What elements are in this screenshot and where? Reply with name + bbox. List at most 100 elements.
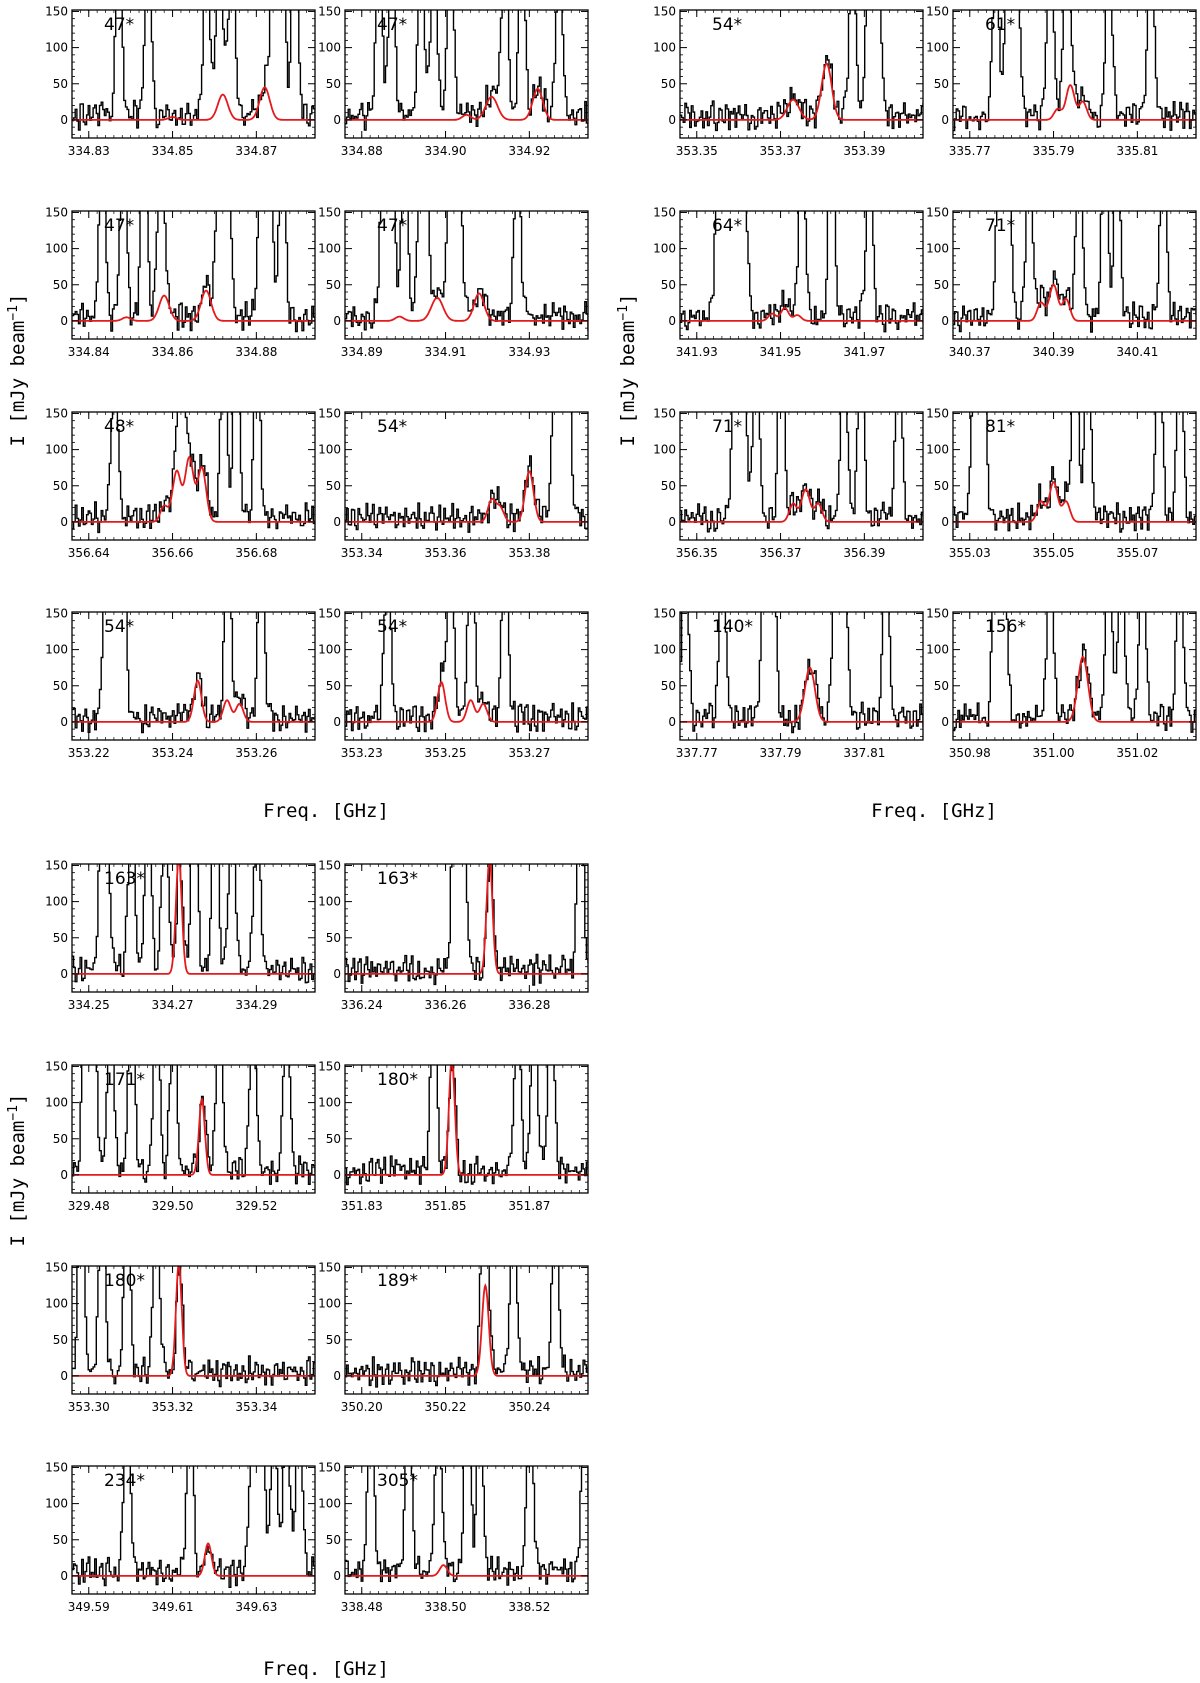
panel-frame	[344, 9, 589, 139]
y-tick-label: 150	[45, 1260, 68, 1274]
observed-spectrum-line	[680, 10, 923, 132]
model-spectrum-line	[345, 864, 588, 975]
panel-frame	[71, 1465, 316, 1595]
y-tick-label: 150	[318, 205, 341, 219]
spectrum-panel: 0 50 100 150 353.30 353.32 353.34 180*	[45, 1260, 316, 1414]
y-tick-label: 50	[661, 77, 676, 91]
model-spectrum-line	[680, 488, 923, 523]
y-tick-label: 100	[318, 443, 341, 457]
ylabel-top-right: I [mJy beam−1]	[616, 294, 639, 447]
panel-label: 47*	[377, 15, 407, 35]
ylabel-text: I [mJy beam	[617, 321, 639, 447]
x-tick-label: 353.35	[676, 144, 718, 158]
observed-spectrum-line	[680, 412, 923, 533]
panel-label: 171*	[104, 1070, 145, 1090]
x-tick-label: 355.03	[949, 546, 991, 560]
y-tick-label: 0	[941, 715, 949, 729]
panel-frame	[344, 1265, 589, 1395]
y-tick-label: 50	[326, 931, 341, 945]
y-tick-label: 100	[45, 1297, 68, 1311]
panel-label: 189*	[377, 1271, 418, 1291]
y-tick-label: 0	[333, 515, 341, 529]
panel-frame	[344, 1465, 589, 1595]
x-tick-label: 329.52	[235, 1199, 277, 1213]
model-spectrum-line	[72, 1266, 315, 1377]
panel-frame	[679, 210, 924, 340]
y-tick-label: 0	[60, 515, 68, 529]
x-tick-label: 329.50	[152, 1199, 194, 1213]
y-tick-label: 0	[60, 967, 68, 981]
y-tick-label: 100	[926, 643, 949, 657]
ylabel-text: I [mJy beam	[7, 321, 29, 447]
x-tick-label: 353.22	[68, 746, 110, 760]
panel-frame	[344, 411, 589, 541]
x-tick-label: 334.85	[152, 144, 194, 158]
y-tick-label: 50	[326, 1533, 341, 1547]
y-tick-label: 100	[926, 242, 949, 256]
x-tick-label: 351.00	[1033, 746, 1075, 760]
x-tick-label: 334.89	[341, 345, 383, 359]
panel-label: 163*	[104, 869, 145, 889]
panel-frame	[71, 611, 316, 741]
y-tick-label: 150	[318, 858, 341, 872]
panel-frame	[344, 1064, 589, 1194]
panel-label: 180*	[377, 1070, 418, 1090]
ylabel-close-bracket: ]	[7, 294, 29, 305]
x-tick-label: 353.37	[760, 144, 802, 158]
spectrum-panel: 0 50 100 150 329.48 329.50 329.52 171*	[45, 1059, 316, 1213]
y-tick-label: 50	[934, 479, 949, 493]
y-tick-label: 150	[45, 4, 68, 18]
y-tick-label: 50	[326, 479, 341, 493]
spectrum-panel: 0 50 100 150 356.64 356.66 356.68 48*	[45, 406, 316, 560]
y-tick-label: 150	[45, 205, 68, 219]
y-tick-label: 50	[326, 679, 341, 693]
model-spectrum-line	[345, 470, 588, 523]
y-tick-label: 0	[941, 515, 949, 529]
y-tick-label: 150	[45, 406, 68, 420]
y-tick-label: 100	[45, 443, 68, 457]
y-tick-label: 0	[60, 1369, 68, 1383]
panel-label: 234*	[104, 1471, 145, 1491]
x-tick-label: 351.85	[425, 1199, 467, 1213]
y-tick-label: 150	[653, 205, 676, 219]
observed-spectrum-line	[72, 211, 315, 333]
spectrum-panel: 0 50 100 150 349.59 349.61 349.63 234*	[45, 1460, 316, 1614]
y-tick-label: 150	[318, 1059, 341, 1073]
panel-label: 180*	[104, 1271, 145, 1291]
y-tick-label: 0	[60, 715, 68, 729]
panel-frame	[71, 411, 316, 541]
y-tick-label: 0	[60, 1569, 68, 1583]
x-tick-label: 335.77	[949, 144, 991, 158]
observed-spectrum-line	[72, 412, 315, 534]
model-spectrum-line	[953, 283, 1196, 322]
y-tick-label: 50	[53, 1333, 68, 1347]
observed-spectrum-line	[953, 612, 1196, 733]
panel-frame	[71, 210, 316, 340]
spectrum-panel: 0 50 100 150 337.77 337.79 337.81 140*	[653, 606, 924, 760]
x-tick-label: 353.36	[425, 546, 467, 560]
x-tick-label: 353.32	[152, 1400, 194, 1414]
model-spectrum-line	[953, 481, 1196, 523]
y-tick-label: 0	[333, 1168, 341, 1182]
spectrum-panel: 0 50 100 150 340.37 340.39 340.41 71*	[926, 205, 1197, 359]
y-tick-label: 50	[326, 1132, 341, 1146]
y-tick-label: 100	[318, 242, 341, 256]
x-tick-label: 350.24	[508, 1400, 550, 1414]
panel-frame	[952, 411, 1197, 541]
observed-spectrum-line	[72, 612, 315, 734]
x-tick-label: 353.30	[68, 1400, 110, 1414]
panel-label: 47*	[104, 216, 134, 236]
y-tick-label: 100	[45, 1096, 68, 1110]
y-tick-label: 150	[318, 1260, 341, 1274]
model-spectrum-line	[72, 289, 315, 322]
xlabel-bottom-left: Freq. [GHz]	[263, 1658, 389, 1680]
y-tick-label: 0	[333, 1569, 341, 1583]
y-tick-label: 150	[318, 606, 341, 620]
y-tick-label: 150	[318, 406, 341, 420]
panel-label: 140*	[712, 617, 753, 637]
panel-label: 54*	[104, 617, 134, 637]
spectrum-panel: 0 50 100 150 334.25 334.27 334.29 163*	[45, 858, 316, 1012]
y-tick-label: 100	[318, 643, 341, 657]
panel-frame	[679, 9, 924, 139]
panel-frame	[952, 210, 1197, 340]
